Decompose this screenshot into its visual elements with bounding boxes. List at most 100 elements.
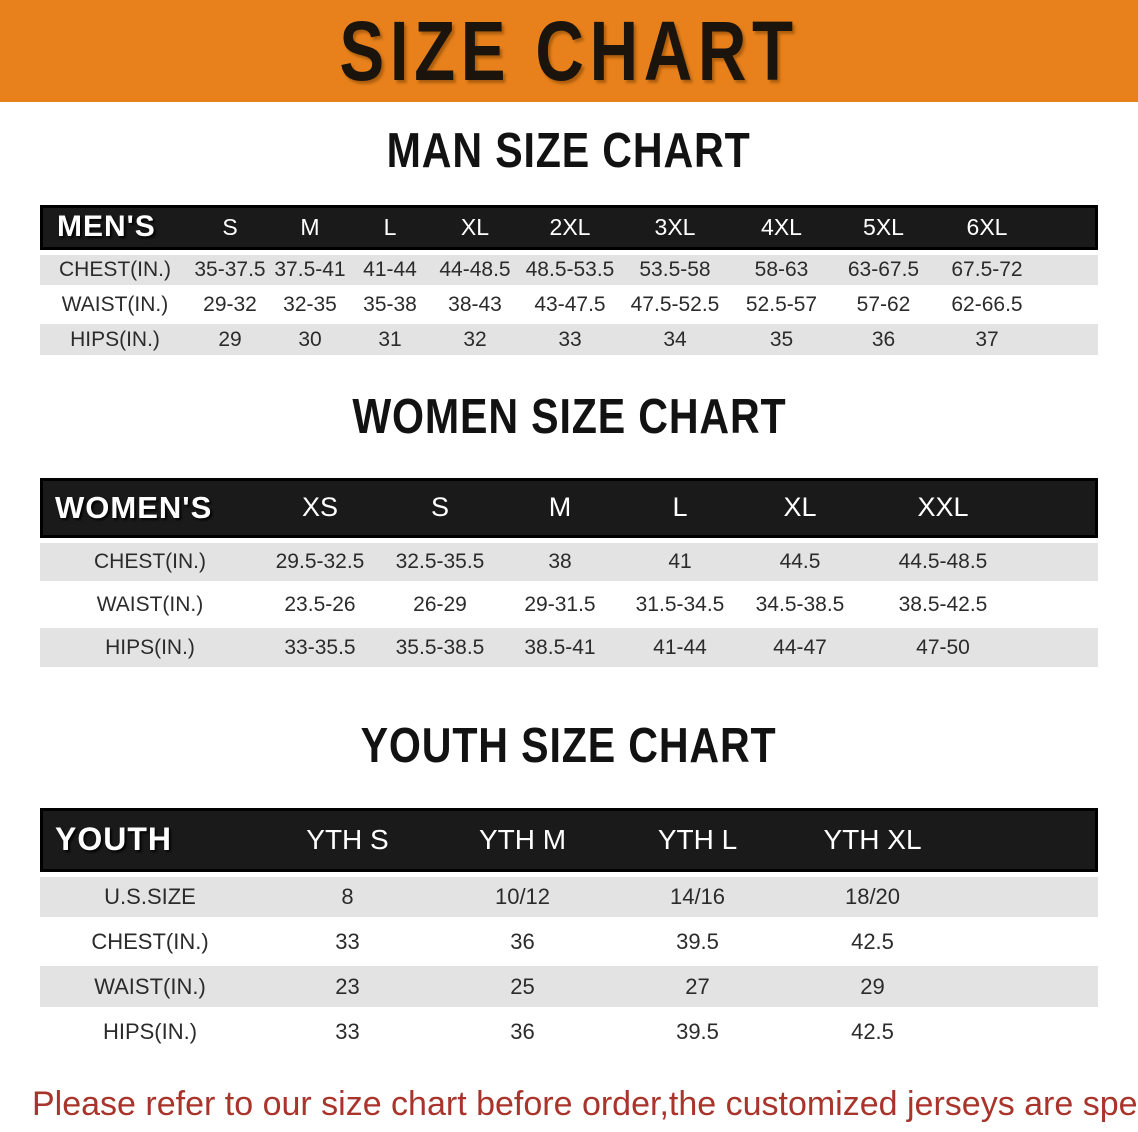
men-group-label: MEN'S [40, 205, 190, 255]
table-cell: 23 [260, 964, 435, 1011]
women-size-header: L [620, 478, 740, 543]
filler-cell [960, 874, 1098, 921]
table-cell: 33 [260, 1009, 435, 1056]
women-group-label: WOMEN'S [40, 478, 260, 543]
table-cell: 36 [435, 1009, 610, 1056]
men-size-header: 5XL [833, 205, 934, 255]
row-label: HIPS(IN.) [40, 322, 190, 359]
table-cell: 41-44 [350, 252, 430, 289]
table-cell: 25 [435, 964, 610, 1011]
table-cell: 67.5-72 [934, 252, 1040, 289]
women-hips-row: HIPS(IN.) 33-35.5 35.5-38.5 38.5-41 41-4… [40, 626, 1098, 671]
table-cell: 23.5-26 [260, 583, 380, 628]
row-label: HIPS(IN.) [40, 626, 260, 671]
table-cell: 37.5-41 [270, 252, 350, 289]
table-cell: 53.5-58 [620, 252, 730, 289]
youth-waist-row: WAIST(IN.) 23 25 27 29 [40, 964, 1098, 1011]
youth-ussize-row: U.S.SIZE 8 10/12 14/16 18/20 [40, 874, 1098, 921]
men-size-header: 3XL [620, 205, 730, 255]
table-cell: 31 [350, 322, 430, 359]
filler-cell [1026, 478, 1098, 543]
table-cell: 34.5-38.5 [740, 583, 860, 628]
table-cell: 44-48.5 [430, 252, 520, 289]
women-size-table: WOMEN'S XS S M L XL XXL CHEST(IN.) 29.5-… [40, 478, 1098, 671]
size-chart-banner: SIZE CHART [0, 0, 1138, 102]
youth-hips-row: HIPS(IN.) 33 36 39.5 42.5 [40, 1009, 1098, 1056]
row-label: CHEST(IN.) [40, 540, 260, 585]
youth-section-heading: YOUTH SIZE CHART [0, 719, 1138, 781]
women-size-header: XS [260, 478, 380, 543]
table-cell: 58-63 [730, 252, 833, 289]
men-size-header: S [190, 205, 270, 255]
women-waist-row: WAIST(IN.) 23.5-26 26-29 29-31.5 31.5-34… [40, 583, 1098, 628]
men-waist-row: WAIST(IN.) 29-32 32-35 35-38 38-43 43-47… [40, 287, 1098, 324]
table-cell: 39.5 [610, 1009, 785, 1056]
table-cell: 33 [520, 322, 620, 359]
table-cell: 10/12 [435, 874, 610, 921]
men-size-header: 6XL [934, 205, 1040, 255]
filler-cell [1026, 583, 1098, 628]
table-cell: 38.5-41 [500, 626, 620, 671]
youth-size-header: YTH S [260, 808, 435, 877]
table-cell: 42.5 [785, 1009, 960, 1056]
women-size-header: M [500, 478, 620, 543]
filler-cell [960, 964, 1098, 1011]
row-label: CHEST(IN.) [40, 919, 260, 966]
banner-title: SIZE CHART [339, 3, 799, 98]
men-header-row: MEN'S S M L XL 2XL 3XL 4XL 5XL 6XL [40, 205, 1098, 255]
table-cell: 29 [190, 322, 270, 359]
women-section-heading: WOMEN SIZE CHART [0, 390, 1138, 452]
women-size-header: XXL [860, 478, 1026, 543]
row-label: WAIST(IN.) [40, 964, 260, 1011]
table-cell: 43-47.5 [520, 287, 620, 324]
table-cell: 35 [730, 322, 833, 359]
table-cell: 52.5-57 [730, 287, 833, 324]
youth-size-header: YTH L [610, 808, 785, 877]
disclaimer-line-2: we don't accept cancel, change, teturn o… [32, 1128, 1128, 1132]
table-cell: 29 [785, 964, 960, 1011]
men-section-heading: MAN SIZE CHART [0, 127, 1138, 186]
youth-heading-text: YOUTH SIZE CHART [361, 719, 777, 773]
table-cell: 27 [610, 964, 785, 1011]
table-cell: 37 [934, 322, 1040, 359]
table-cell: 48.5-53.5 [520, 252, 620, 289]
women-heading-text: WOMEN SIZE CHART [351, 390, 787, 444]
table-cell: 30 [270, 322, 350, 359]
youth-size-header: YTH M [435, 808, 610, 877]
youth-group-label: YOUTH [40, 808, 260, 877]
men-size-header: 4XL [730, 205, 833, 255]
table-cell: 33 [260, 919, 435, 966]
men-hips-row: HIPS(IN.) 29 30 31 32 33 34 35 36 37 [40, 322, 1098, 359]
women-header-row: WOMEN'S XS S M L XL XXL [40, 478, 1098, 543]
youth-size-table: YOUTH YTH S YTH M YTH L YTH XL U.S.SIZE … [40, 808, 1098, 1056]
table-cell: 14/16 [610, 874, 785, 921]
table-cell: 41 [620, 540, 740, 585]
table-cell: 32-35 [270, 287, 350, 324]
table-cell: 32 [430, 322, 520, 359]
row-label: WAIST(IN.) [40, 287, 190, 324]
row-label: CHEST(IN.) [40, 252, 190, 289]
youth-size-header: YTH XL [785, 808, 960, 877]
disclaimer-note: Please refer to our size chart before or… [0, 1080, 1138, 1132]
table-cell: 32.5-35.5 [380, 540, 500, 585]
table-cell: 34 [620, 322, 730, 359]
disclaimer-line-1: Please refer to our size chart before or… [32, 1085, 1138, 1123]
filler-cell [960, 919, 1098, 966]
men-size-header: 2XL [520, 205, 620, 255]
table-cell: 57-62 [833, 287, 934, 324]
men-size-table: MEN'S S M L XL 2XL 3XL 4XL 5XL 6XL CHEST… [40, 205, 1098, 359]
table-cell: 35-38 [350, 287, 430, 324]
table-cell: 44.5 [740, 540, 860, 585]
table-cell: 35.5-38.5 [380, 626, 500, 671]
men-chest-row: CHEST(IN.) 35-37.5 37.5-41 41-44 44-48.5… [40, 252, 1098, 289]
table-cell: 26-29 [380, 583, 500, 628]
table-cell: 62-66.5 [934, 287, 1040, 324]
row-label: HIPS(IN.) [40, 1009, 260, 1056]
table-cell: 18/20 [785, 874, 960, 921]
row-label: WAIST(IN.) [40, 583, 260, 628]
table-cell: 38-43 [430, 287, 520, 324]
table-cell: 47.5-52.5 [620, 287, 730, 324]
youth-chest-row: CHEST(IN.) 33 36 39.5 42.5 [40, 919, 1098, 966]
table-cell: 38 [500, 540, 620, 585]
table-cell: 44.5-48.5 [860, 540, 1026, 585]
